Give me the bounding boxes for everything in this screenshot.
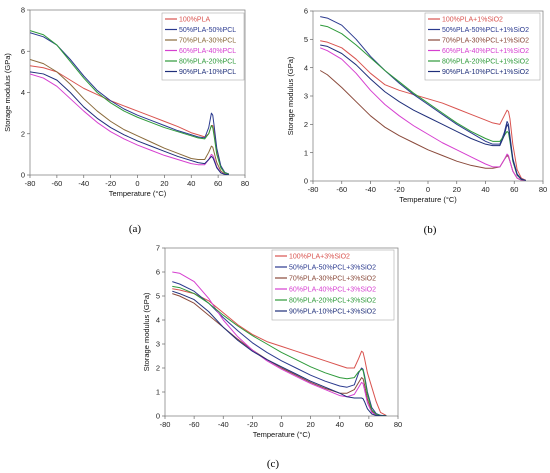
x-tick-label: -20 (394, 185, 405, 194)
y-axis-label: Storage modulus (GPa) (142, 292, 151, 371)
y-axis-label: Storage modulus (GPa) (286, 56, 295, 135)
x-tick-label: 20 (160, 179, 168, 188)
y-tick-label: 8 (21, 6, 25, 15)
legend-entry: 70%PLA-30%PCL+1%SiO2 (442, 38, 529, 45)
y-tick-label: 1 (304, 148, 308, 157)
x-tick-label: 0 (135, 179, 139, 188)
y-tick-label: 2 (304, 120, 308, 129)
series-line-4 (172, 271, 387, 416)
x-tick-label: -60 (336, 185, 347, 194)
y-tick-label: 5 (304, 35, 308, 44)
y-tick-label: 1 (156, 388, 160, 397)
legend-entry: 50%PLA-50%PCL+1%SiO2 (442, 27, 529, 34)
x-axis-label: Temperature (°C) (399, 195, 457, 204)
y-tick-label: 4 (304, 63, 308, 72)
series-line-6 (320, 44, 526, 181)
panel-label: (a) (129, 223, 142, 235)
x-tick-label: 40 (481, 185, 489, 194)
y-tick-label: 6 (156, 268, 160, 277)
chart-panel-a: -80 -60 -40 -20 0 20 40 60 80 0 2 4 6 8 Temperature (°… (3, 6, 249, 235)
series-line-5 (30, 30, 230, 175)
x-tick-label: 60 (214, 179, 222, 188)
x-tick-label: -60 (189, 420, 200, 429)
legend-entry: 100%PLA+1%SiO2 (442, 17, 503, 24)
legend-entry: 100%PLA+3%SiO2 (289, 254, 350, 261)
y-tick-label: 4 (156, 316, 160, 325)
x-tick-label: -20 (247, 420, 258, 429)
series-line-1 (172, 288, 387, 416)
series-line-4 (30, 73, 229, 175)
x-tick-label: -40 (218, 420, 229, 429)
x-tick-label: -40 (365, 185, 376, 194)
y-tick-label: 0 (156, 412, 160, 421)
series-line-6 (172, 290, 387, 416)
x-tick-label: -20 (105, 179, 116, 188)
legend: 100%PLA+3%SiO2 50%PLA-50%PCL+3%SiO2 70%PLA… (271, 249, 395, 321)
series-line-1 (320, 40, 526, 181)
legend: 100%PLA+1%SiO2 50%PLA-50%PCL+1%SiO2 70%PLA… (424, 12, 541, 81)
y-tick-label: 0 (304, 177, 308, 186)
x-tick-label: 60 (510, 185, 518, 194)
y-tick-label: 2 (21, 129, 25, 138)
panel-label: (c) (267, 458, 280, 470)
x-tick-label: -80 (160, 420, 171, 429)
series-line-3 (30, 59, 229, 175)
legend-entry: 90%PLA-10%PCL+1%SiO2 (442, 69, 529, 76)
x-tick-label: 0 (279, 420, 283, 429)
legend-entry: 90%PLA-10%PCL (179, 69, 236, 76)
legend-box (424, 12, 541, 81)
series-line-1 (30, 65, 230, 175)
series-line-4 (320, 47, 526, 181)
y-tick-label: 2 (156, 364, 160, 373)
y-tick-label: 3 (304, 92, 308, 101)
legend-entry: 80%PLA-20%PCL+1%SiO2 (442, 59, 529, 66)
chart-panel-b: -80 -60 -40 -20 0 20 40 60 80 0 1 2 3 4 5 6 Temperature … (286, 7, 547, 236)
x-tick-label: 60 (365, 420, 373, 429)
x-tick-label: 40 (336, 420, 344, 429)
legend-entry: 60%PLA-40%PCL+1%SiO2 (442, 48, 529, 55)
legend-entry: 50%PLA-50%PCL (179, 27, 236, 34)
y-tick-label: 7 (156, 244, 160, 253)
y-tick-label: 6 (21, 47, 25, 56)
x-tick-label: 80 (241, 179, 249, 188)
panel-label: (b) (424, 224, 437, 236)
x-tick-label: 20 (453, 185, 461, 194)
legend-entry: 80%PLA-20%PCL (179, 59, 236, 66)
legend-box (161, 12, 245, 81)
x-tick-label: 0 (426, 185, 430, 194)
y-tick-label: 5 (156, 292, 160, 301)
y-tick-label: 4 (21, 88, 25, 97)
legend: 100%PLA 50%PLA-50%PCL 70%PLA-30%PCL 60%PLA-… (161, 12, 245, 81)
x-tick-label: 20 (306, 420, 314, 429)
y-tick-label: 3 (156, 340, 160, 349)
x-tick-label: -80 (25, 179, 36, 188)
y-tick-label: 0 (21, 171, 25, 180)
series-line-2 (30, 32, 230, 175)
legend-entry: 70%PLA-30%PCL+3%SiO2 (289, 276, 376, 283)
chart-panel-c: -80 -60 -40 -20 0 20 40 60 80 0 1 2 3 4 5 6 7 Temperature… (142, 244, 402, 470)
x-tick-label: -40 (78, 179, 89, 188)
legend-entry: 60%PLA-40%PCL+3%SiO2 (289, 287, 376, 294)
x-tick-label: 80 (539, 185, 547, 194)
legend-entry: 70%PLA-30%PCL (179, 38, 236, 45)
legend-entry: 90%PLA-10%PCL+3%SiO2 (289, 309, 376, 316)
x-axis-label: Temperature (°C) (253, 430, 311, 439)
x-tick-label: 40 (187, 179, 195, 188)
legend-entry: 60%PLA-40%PCL (179, 48, 236, 55)
legend-entry: 80%PLA-20%PCL+3%SiO2 (289, 298, 376, 305)
series-line-6 (30, 71, 229, 175)
series-line-3 (319, 70, 526, 181)
x-tick-label: -60 (51, 179, 62, 188)
x-tick-label: 80 (394, 420, 402, 429)
series-line-5 (172, 285, 387, 416)
legend-box (271, 249, 395, 321)
y-tick-label: 6 (304, 7, 308, 16)
x-axis-label: Temperature (°C) (109, 189, 167, 198)
y-axis-label: Storage modulus (GPa) (3, 53, 12, 132)
legend-entry: 100%PLA (179, 17, 210, 24)
legend-entry: 50%PLA-50%PCL+3%SiO2 (289, 265, 376, 272)
series-line-2 (172, 281, 387, 416)
x-tick-label: -80 (308, 185, 319, 194)
